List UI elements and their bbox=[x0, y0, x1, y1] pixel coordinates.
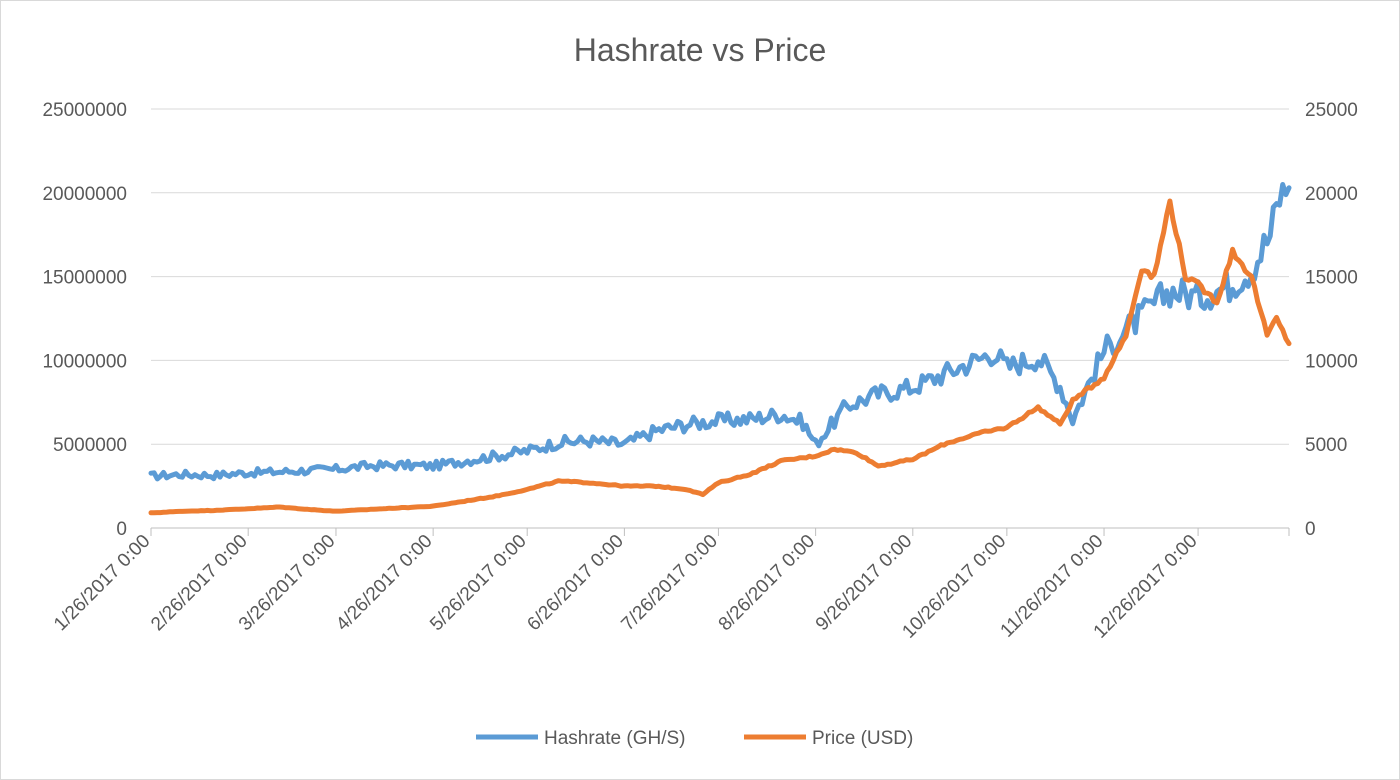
y-left-tick-label: 15000000 bbox=[42, 268, 127, 289]
x-tick-label: 1/26/2017 0:00 bbox=[50, 531, 155, 636]
y-left-tick-label: 20000000 bbox=[42, 184, 127, 205]
series-lines bbox=[148, 182, 1292, 516]
y-left-tick-label: 0 bbox=[116, 519, 127, 540]
y-right-tick-label: 10000 bbox=[1305, 351, 1358, 372]
y-left-tick-label: 10000000 bbox=[42, 351, 127, 372]
x-tick-label: 10/26/2017 0:00 bbox=[898, 531, 1010, 643]
x-tick-label: 5/26/2017 0:00 bbox=[426, 531, 531, 636]
x-tick-label: 9/26/2017 0:00 bbox=[812, 531, 917, 636]
x-tick-label: 11/26/2017 0:00 bbox=[997, 531, 1108, 642]
y-right-tick-label: 20000 bbox=[1305, 184, 1358, 205]
x-tick-label: 8/26/2017 0:00 bbox=[715, 531, 820, 636]
y-left-tick-label: 25000000 bbox=[42, 100, 127, 121]
chart-title: Hashrate vs Price bbox=[574, 32, 827, 68]
x-tick-label: 6/26/2017 0:00 bbox=[523, 531, 628, 636]
series-line-hashrate bbox=[148, 182, 1292, 482]
legend-label: Hashrate (GH/S) bbox=[544, 728, 685, 749]
x-tick-label: 7/26/2017 0:00 bbox=[617, 531, 722, 636]
series-line-price bbox=[148, 198, 1292, 516]
x-tick-label: 12/26/2017 0:00 bbox=[1090, 531, 1202, 643]
y-right-tick-label: 15000 bbox=[1305, 268, 1358, 289]
x-tick-label: 4/26/2017 0:00 bbox=[332, 531, 437, 636]
legend: Hashrate (GH/S) Price (USD) bbox=[476, 728, 913, 749]
y-right-tick-label: 25000 bbox=[1305, 100, 1358, 121]
gridlines bbox=[151, 108, 1289, 445]
y-left-tick-label: 5000000 bbox=[53, 435, 127, 456]
legend-label: Price (USD) bbox=[812, 728, 913, 749]
y-right-tick-label: 0 bbox=[1305, 519, 1316, 540]
axes: 0 5000000 10000000 15000000 20000000 25000000… bbox=[42, 100, 1357, 643]
y-right-tick-label: 5000 bbox=[1305, 435, 1347, 456]
